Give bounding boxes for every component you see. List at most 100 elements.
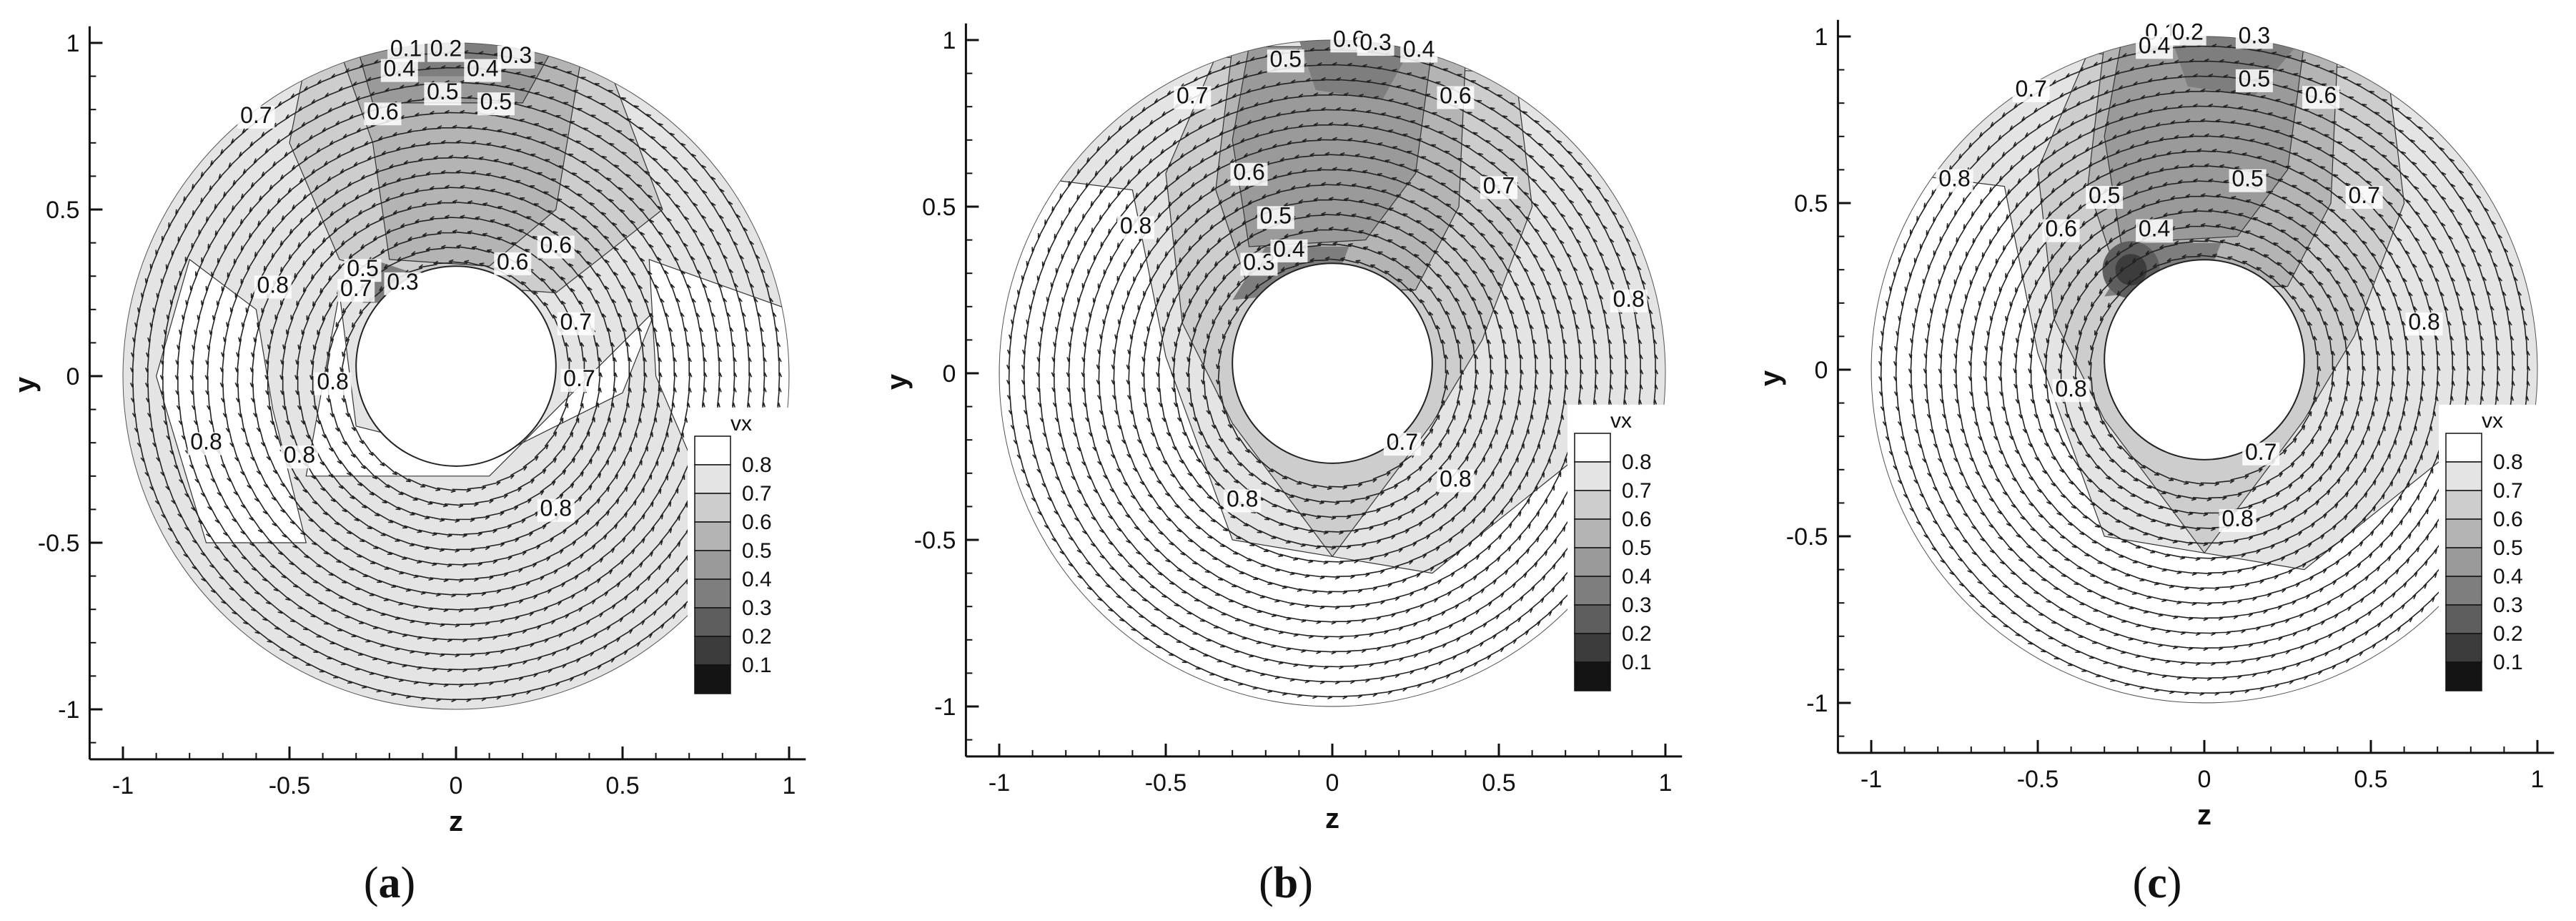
vector-arrowhead — [628, 403, 630, 408]
vector-arrowhead — [1427, 285, 1433, 290]
vector-arrowhead — [1380, 601, 1385, 605]
vector-arrow — [1228, 308, 1240, 325]
vector-arrow — [1394, 226, 1412, 237]
vector-arrow — [578, 485, 593, 499]
vector-arrowhead — [336, 561, 342, 563]
vector-arrow — [563, 520, 579, 532]
contour-label: 0.8 — [540, 496, 572, 521]
vector-arrowhead — [1500, 593, 1505, 598]
vector-arrowhead — [683, 242, 688, 247]
contour-label-bg — [314, 372, 352, 395]
vector-arrowhead — [1488, 296, 1493, 300]
vector-arrowhead — [1549, 400, 1552, 405]
vector-arrowhead — [1211, 424, 1216, 429]
vector-arrowhead — [554, 569, 558, 575]
vector-arrowhead — [1483, 325, 1488, 330]
contour-label: 0.8 — [284, 442, 315, 468]
vector-arrowhead — [240, 193, 244, 199]
vector-arrowhead — [576, 250, 582, 253]
vector-arrowhead — [1132, 468, 1137, 472]
vector-arrow — [1437, 273, 1449, 290]
vector-arrow — [688, 373, 690, 392]
vector-arrow — [394, 239, 412, 247]
vector-arrow — [1367, 187, 1385, 193]
vector-arrow — [342, 338, 350, 357]
vector-arrow — [1467, 399, 1475, 418]
vector-arrowhead — [1239, 106, 1244, 111]
vector-arrow — [1394, 476, 1411, 486]
vector-arrowhead — [1102, 319, 1104, 325]
vector-arrowhead — [1429, 311, 1434, 316]
vector-arrow — [282, 483, 294, 500]
vector-arrowhead — [330, 499, 336, 503]
vector-arrowhead — [584, 237, 590, 240]
contour-label-bg — [337, 279, 375, 302]
vector-arrowhead — [222, 337, 226, 343]
vector-arrow — [1218, 194, 1236, 205]
vector-arrowhead — [1323, 561, 1329, 565]
vector-arrowhead — [398, 573, 404, 575]
vector-arrow — [1422, 546, 1440, 556]
vector-arrowhead — [360, 244, 365, 249]
vector-arrow — [540, 222, 556, 235]
vector-arrowhead — [1336, 77, 1342, 80]
vector-arrowhead — [316, 636, 322, 638]
vector-arrowhead — [535, 92, 540, 94]
vector-arrowhead — [715, 327, 719, 333]
vector-arrowhead — [551, 620, 556, 625]
vector-arrowhead — [323, 160, 328, 166]
vector-arrow — [1426, 526, 1443, 537]
vector-arrowhead — [1243, 152, 1248, 157]
vector-arrow — [1237, 536, 1255, 546]
vector-arrow — [1196, 250, 1211, 265]
vector-arrowhead — [1457, 339, 1461, 345]
vector-arrowhead — [1247, 200, 1252, 205]
vector-arrowhead — [1349, 606, 1355, 609]
vector-arrowhead — [1569, 226, 1574, 230]
vector-arrow — [448, 533, 467, 536]
vector-arrowhead — [1099, 189, 1102, 194]
vector-arrowhead — [587, 261, 592, 265]
vector-arrowhead — [1461, 370, 1465, 375]
vector-arrowhead — [533, 673, 538, 678]
vector-arrow — [252, 383, 254, 403]
vector-arrowhead — [1117, 425, 1121, 430]
vector-arrowhead — [182, 315, 184, 320]
vector-arrowhead — [640, 562, 643, 568]
vector-arrow — [543, 191, 560, 202]
vector-arrowhead — [130, 352, 134, 358]
vector-arrowhead — [314, 184, 319, 190]
vector-arrowhead — [1534, 202, 1539, 207]
vector-arrowhead — [1132, 424, 1136, 430]
legend-label: 0.8 — [742, 453, 772, 477]
vector-arrowhead — [595, 247, 600, 251]
vector-arrowhead — [1066, 504, 1072, 508]
vector-arrowhead — [1446, 370, 1450, 375]
vector-arrowhead — [1483, 457, 1486, 463]
vector-arrowhead — [541, 109, 547, 112]
vector-arrowhead — [129, 367, 134, 373]
vector-arrowhead — [353, 162, 358, 167]
vector-arrowhead — [756, 255, 761, 259]
vector-arrowhead — [1416, 220, 1422, 222]
vector-arrow — [288, 420, 294, 440]
vector-arrowhead — [610, 658, 615, 663]
vector-arrowhead — [602, 313, 607, 318]
vector-arrow — [1482, 471, 1495, 487]
vector-arrow — [1167, 492, 1179, 508]
vector-arrowhead — [297, 508, 303, 511]
vector-arrow — [571, 445, 584, 461]
vector-arrow — [352, 495, 367, 508]
vector-arrowhead — [1527, 498, 1530, 504]
vector-arrow — [1187, 358, 1191, 377]
vector-arrow — [1207, 321, 1216, 339]
vector-arrowhead — [598, 498, 600, 504]
vector-arrowhead — [272, 161, 276, 167]
vector-arrow — [1445, 310, 1453, 329]
vector-arrowhead — [478, 156, 484, 159]
vector-arrow — [267, 391, 271, 410]
vector-arrowhead — [1192, 417, 1197, 422]
vector-arrow — [1344, 199, 1363, 204]
vector-arrow — [1452, 400, 1460, 418]
